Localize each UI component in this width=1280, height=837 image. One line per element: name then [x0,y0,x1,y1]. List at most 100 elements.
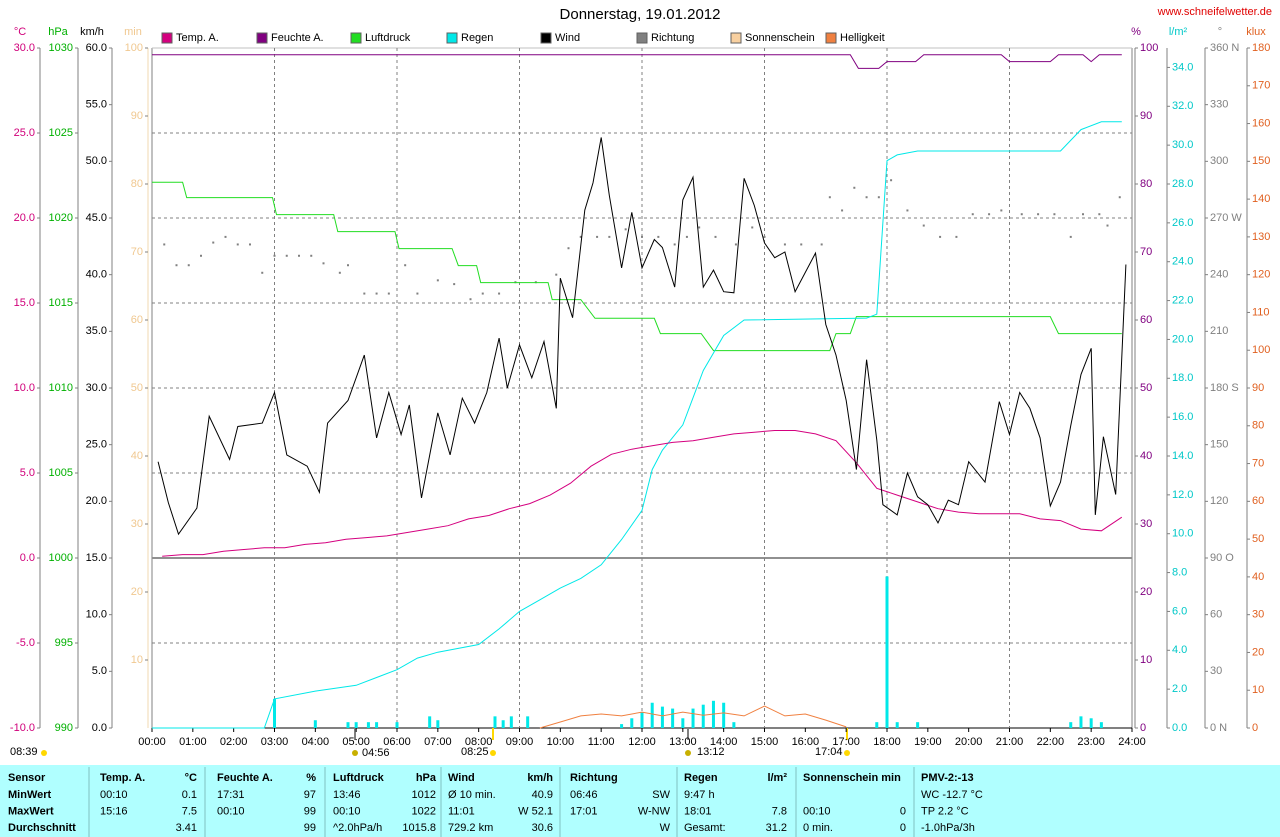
y-tick-label: 80 [131,178,143,190]
direction-dot [608,235,611,238]
table-cell: 13:46 [333,789,361,801]
legend-label: Feuchte A. [271,32,324,44]
table-cell: 00:10 [333,805,361,817]
direction-dot [322,262,325,265]
y-tick-label: 28.0 [1172,178,1193,190]
legend-swatch [730,32,742,44]
rain-bar [681,718,685,728]
rain-bar [1069,722,1073,728]
y-tick-label: 30.0 [86,382,107,394]
source: www.schneifelwetter.de [1157,6,1272,18]
series-line [162,430,1123,557]
series-line [152,181,1122,352]
x-tick-label: 15:00 [751,736,779,748]
table-cell: W-NW [638,805,671,817]
direction-dot [922,224,925,227]
legend-label: Wind [555,32,580,44]
legend-swatch [256,32,268,44]
series-line [152,54,1122,69]
y-tick-label: 20.0 [86,495,107,507]
y-tick-label: 40.0 [86,269,107,281]
y-tick-label: 990 [55,722,73,734]
direction-dot [249,243,251,246]
legend-label: Temp. A. [176,32,219,44]
table-cell: Richtung [570,772,618,784]
y-tick-label: 26.0 [1172,217,1193,229]
y-tick-label: 20.0 [1172,333,1193,345]
y-tick-label: 140 [1252,193,1270,205]
y-tick-label: 0.0 [20,552,35,564]
series-line [539,705,847,729]
y-tick-label: 0.0 [1172,722,1187,734]
y-tick-label: 10.0 [14,382,35,394]
y-tick-label: 1025 [49,127,73,139]
direction-dot [200,254,202,257]
direction-dot [853,186,856,189]
direction-dot [163,243,166,246]
direction-dot [1106,224,1109,227]
y-tick-label: 40 [131,450,143,462]
y-tick-label: 70 [1140,246,1152,258]
y-tick-label: 180 [1252,42,1270,54]
table-cell: Feuchte A. [217,772,273,784]
y-tick-label: 45.0 [86,212,107,224]
legend-swatch [540,32,552,44]
event-time: 08:39 [10,746,38,758]
y-tick-label: 70 [1252,457,1264,469]
x-tick-label: 14:00 [710,736,738,748]
table-cell: 0.1 [182,789,197,801]
y-tick-label: 0.0 [92,722,107,734]
x-tick-label: 22:00 [1037,736,1065,748]
series-line [152,121,1122,729]
direction-dot [1020,213,1023,216]
y-tick-label: 1015 [49,297,73,309]
x-tick-label: 20:00 [955,736,983,748]
direction-dot [212,241,215,244]
table-cell: °C [185,772,197,784]
direction-dot [187,264,190,267]
table-cell: 31.2 [766,822,787,834]
legend-swatch [825,32,837,44]
axis-unit: klux [1246,26,1266,38]
y-tick-label: 2.0 [1172,683,1187,695]
table-cell: Gesamt: [684,822,726,834]
y-tick-label: 10 [1252,684,1264,696]
direction-dot [285,254,288,257]
direction-dot [498,292,501,295]
table-cell: hPa [416,772,437,784]
y-tick-label: 1005 [49,467,73,479]
direction-dot [971,213,974,216]
rain-bar [428,716,432,728]
table-cell: 15:16 [100,805,128,817]
table-cell: W [660,822,671,834]
table-cell: Regen [684,772,718,784]
rain-bar [671,708,675,728]
y-tick-label: 270 W [1210,212,1242,224]
y-tick-label: 60 [131,314,143,326]
event-time: 13:12 [697,746,725,758]
event-time: 04:56 [362,747,390,759]
table-cell: 40.9 [532,789,553,801]
moon-icon [352,750,358,756]
y-tick-label: 20 [131,586,143,598]
sun-icon [844,750,850,756]
rain-bar [691,708,695,728]
rain-bar [526,716,530,728]
rain-bar [313,720,317,728]
direction-dot [1069,235,1072,238]
direction-dot [1118,196,1121,199]
y-tick-label: 100 [1252,344,1270,356]
x-tick-label: 16:00 [792,736,820,748]
table-cell: TP 2.2 °C [921,805,969,817]
table-cell: PMV-2:-13 [921,772,974,784]
y-tick-label: 50 [1252,533,1264,545]
y-tick-label: 150 [1210,439,1228,451]
direction-dot [347,264,349,267]
table-cell: Ø 10 min. [448,789,496,801]
table-cell: Sonnenschein min [803,772,901,784]
rain-bar [722,702,726,728]
y-tick-label: 110 [1252,306,1270,318]
x-tick-label: 09:00 [506,736,534,748]
y-tick-label: 90 [131,110,143,122]
